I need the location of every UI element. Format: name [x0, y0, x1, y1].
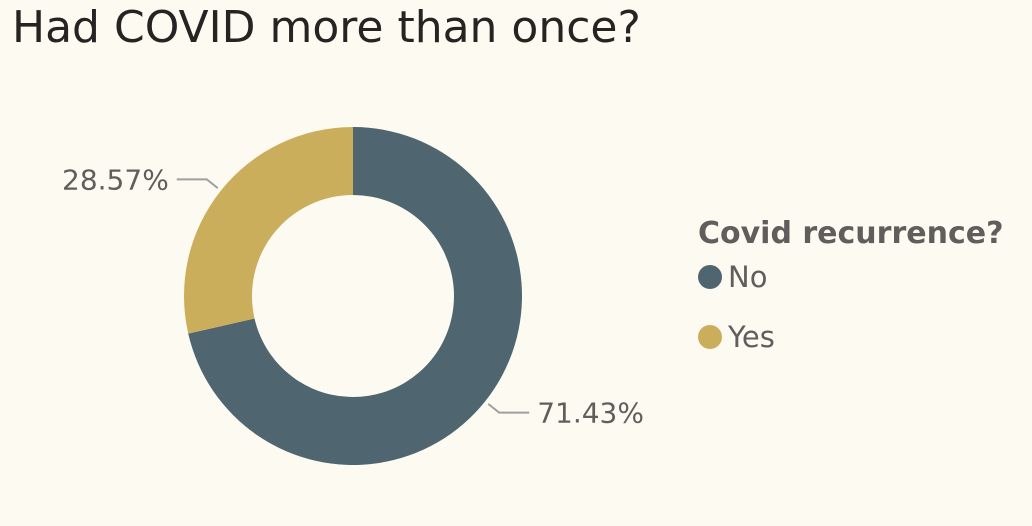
leader-line-no — [487, 403, 530, 414]
slice-no[interactable] — [188, 127, 522, 466]
legend: Covid recurrence? No Yes — [698, 216, 1004, 379]
legend-dot-no — [698, 265, 722, 289]
data-label-no: 71.43% — [537, 397, 644, 430]
legend-label-no: No — [728, 260, 768, 294]
legend-title: Covid recurrence? — [698, 216, 1004, 251]
donut-chart: 71.43% 28.57% — [62, 127, 644, 466]
legend-item-no[interactable]: No — [698, 259, 1004, 295]
chart-title: Had COVID more than once? — [12, 2, 641, 53]
slice-yes[interactable] — [184, 127, 353, 334]
legend-item-yes[interactable]: Yes — [698, 319, 1004, 355]
leader-line-yes — [176, 178, 219, 189]
legend-label-yes: Yes — [728, 320, 775, 354]
data-label-yes: 28.57% — [62, 163, 169, 196]
legend-dot-yes — [698, 325, 722, 349]
